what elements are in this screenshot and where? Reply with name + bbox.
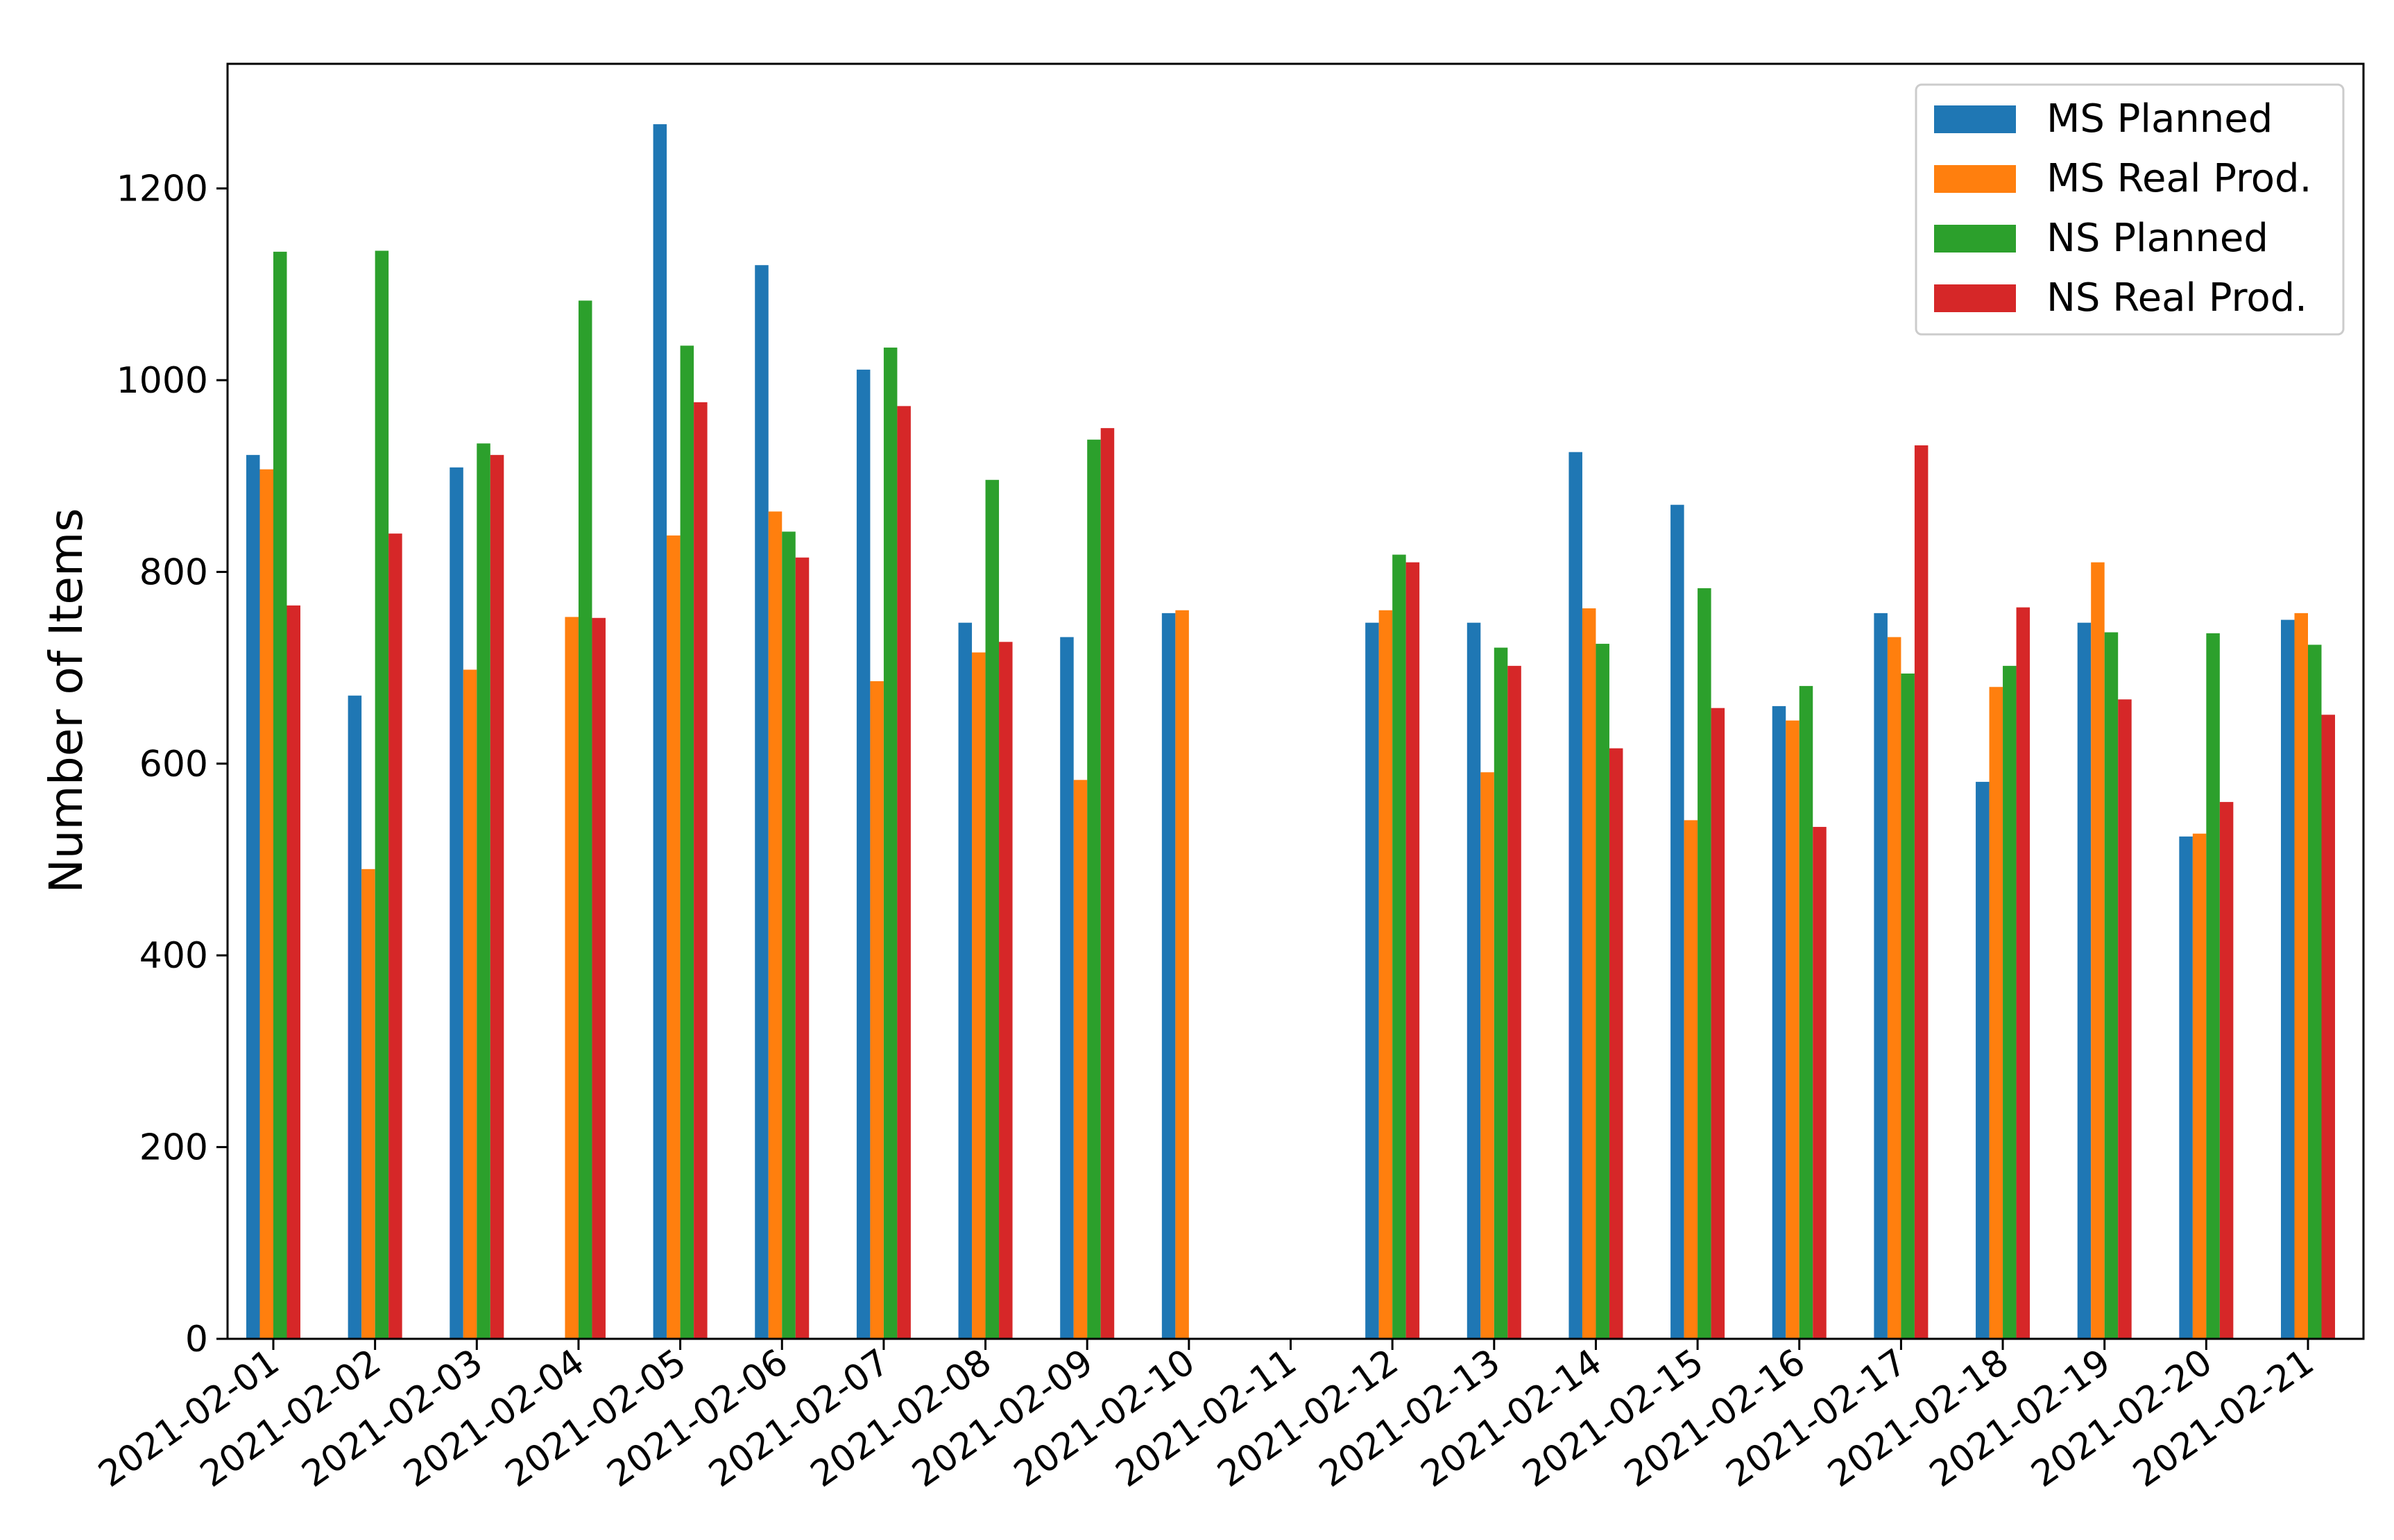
bar bbox=[246, 454, 260, 1339]
bar bbox=[2104, 632, 2119, 1339]
bar bbox=[375, 250, 389, 1340]
legend-label: NS Planned bbox=[2046, 216, 2268, 261]
bar bbox=[1887, 637, 1901, 1339]
bar bbox=[565, 617, 579, 1339]
bar bbox=[1799, 685, 1813, 1339]
bar bbox=[388, 533, 402, 1340]
bar bbox=[653, 124, 667, 1339]
bar bbox=[1772, 705, 1786, 1339]
legend-swatch bbox=[1934, 225, 2016, 253]
bar bbox=[1711, 708, 1725, 1339]
bar bbox=[972, 652, 986, 1339]
bar bbox=[856, 369, 871, 1339]
bar bbox=[1494, 647, 1508, 1339]
bar bbox=[578, 300, 592, 1340]
bar bbox=[1596, 644, 1609, 1339]
bar bbox=[361, 869, 375, 1339]
bar bbox=[273, 251, 287, 1339]
y-tick-label: 0 bbox=[185, 1319, 208, 1360]
legend-swatch bbox=[1934, 105, 2016, 133]
bar bbox=[1976, 782, 1990, 1339]
bar bbox=[1698, 588, 1711, 1340]
bar bbox=[259, 469, 273, 1339]
legend-box bbox=[1915, 83, 2345, 336]
bar bbox=[1582, 608, 1596, 1340]
bar bbox=[2118, 699, 2132, 1339]
bar bbox=[477, 443, 490, 1339]
bar bbox=[680, 345, 694, 1339]
plot-frame bbox=[226, 62, 2365, 1340]
bar bbox=[2179, 836, 2193, 1339]
bar bbox=[985, 479, 1000, 1339]
bar bbox=[1989, 687, 2003, 1339]
y-tick-label: 1000 bbox=[117, 360, 208, 402]
bar bbox=[782, 531, 796, 1339]
bar bbox=[2321, 715, 2335, 1339]
bar bbox=[2003, 665, 2017, 1339]
y-tick-label: 200 bbox=[139, 1127, 208, 1169]
legend-label: MS Planned bbox=[2046, 96, 2273, 142]
legend: MS Planned MS Real Prod. NS Planned NS Real… bbox=[1915, 83, 2345, 336]
bar bbox=[883, 348, 898, 1339]
bar bbox=[1480, 772, 1494, 1339]
legend-label: MS Real Prod. bbox=[2046, 156, 2311, 201]
bar bbox=[2281, 619, 2295, 1339]
bar bbox=[1786, 720, 1799, 1339]
y-tick-label: 800 bbox=[139, 551, 208, 593]
bar bbox=[1568, 452, 1582, 1340]
legend-swatch bbox=[1934, 165, 2016, 193]
bar bbox=[694, 402, 708, 1339]
bar bbox=[1467, 622, 1481, 1340]
bar bbox=[1405, 562, 1420, 1339]
bar bbox=[1901, 673, 1915, 1339]
bar bbox=[1378, 610, 1393, 1340]
bar bbox=[1684, 820, 1698, 1339]
bar bbox=[1813, 827, 1827, 1339]
bar bbox=[999, 642, 1013, 1339]
bar bbox=[1060, 637, 1074, 1339]
bar bbox=[463, 669, 477, 1339]
bar bbox=[1507, 665, 1521, 1339]
y-tick-label: 400 bbox=[139, 935, 208, 977]
y-tick-label: 600 bbox=[139, 744, 208, 785]
y-axis-label: Number of Items bbox=[40, 508, 93, 893]
bar bbox=[1365, 622, 1379, 1340]
bar bbox=[2206, 633, 2220, 1339]
bar bbox=[1392, 554, 1406, 1339]
bar bbox=[1609, 748, 1623, 1339]
bar bbox=[795, 557, 810, 1340]
bar bbox=[1100, 428, 1115, 1339]
bar bbox=[490, 454, 504, 1339]
bar bbox=[2308, 644, 2322, 1339]
legend-label: NS Real Prod. bbox=[2046, 275, 2307, 320]
bar bbox=[348, 695, 362, 1339]
bar bbox=[1073, 780, 1088, 1339]
bar bbox=[768, 511, 783, 1339]
bar bbox=[958, 622, 973, 1340]
bar bbox=[2016, 607, 2030, 1339]
bar bbox=[2077, 622, 2092, 1340]
bar bbox=[667, 535, 681, 1340]
bar bbox=[1161, 613, 1176, 1339]
y-tick-label: 1200 bbox=[117, 169, 208, 210]
bars-layer bbox=[246, 124, 2335, 1340]
bar bbox=[592, 617, 606, 1339]
bar bbox=[2294, 613, 2308, 1339]
legend-swatch bbox=[1934, 284, 2016, 312]
bar bbox=[1914, 445, 1929, 1339]
bar bbox=[755, 265, 769, 1340]
bar bbox=[1087, 439, 1101, 1339]
bar bbox=[450, 467, 463, 1339]
bar bbox=[1175, 610, 1189, 1340]
bar bbox=[870, 681, 884, 1339]
bar bbox=[287, 605, 300, 1339]
bar bbox=[1874, 613, 1888, 1339]
bar bbox=[1670, 504, 1684, 1340]
bar bbox=[2192, 833, 2207, 1339]
bar bbox=[897, 406, 911, 1339]
bar bbox=[2091, 562, 2105, 1339]
bar bbox=[2219, 802, 2234, 1339]
